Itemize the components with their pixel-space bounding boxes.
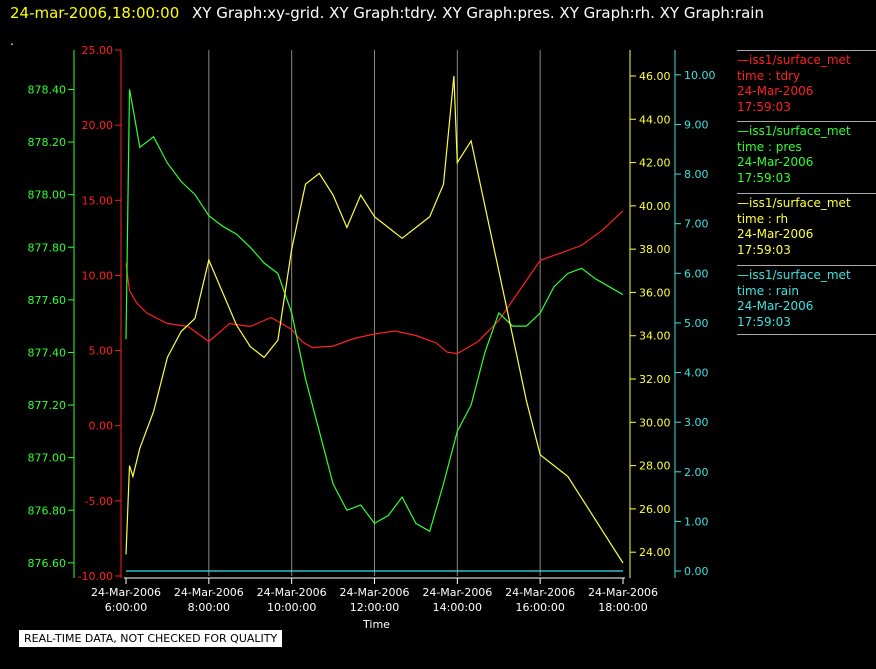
x-tick-label-time: 8:00:00 xyxy=(188,601,230,614)
rain-axis-tick-label: 0.00 xyxy=(684,565,709,578)
header-titles: XY Graph:xy-grid. XY Graph:tdry. XY Grap… xyxy=(192,4,764,22)
rh-axis-tick-label: 34.00 xyxy=(639,330,671,343)
rh-axis-tick-label: 30.00 xyxy=(639,416,671,429)
legend-date: 24-Mar-2006 xyxy=(737,227,814,241)
x-axis-label: Time xyxy=(362,618,390,631)
x-tick-label-time: 16:00:00 xyxy=(515,601,564,614)
series-line-tdry xyxy=(125,210,624,355)
rh-axis-tick-label: 36.00 xyxy=(639,286,671,299)
header-dot: . xyxy=(10,34,14,48)
legend-time: 17:59:03 xyxy=(737,99,791,114)
legend-series-name: —iss1/surface_met xyxy=(737,268,851,282)
legend-date: 24-Mar-2006 xyxy=(737,299,814,313)
tdry-axis-tick-label: 25.00 xyxy=(82,44,114,57)
rain-axis-tick-label: 9.00 xyxy=(684,118,709,131)
tdry-axis-tick-label: 5.00 xyxy=(89,345,114,358)
x-tick-label-time: 18:00:00 xyxy=(598,601,647,614)
legend-entry-rh: —iss1/surface_met time : rh 24-Mar-2006 … xyxy=(737,193,876,258)
x-tick-label-date: 24-Mar-2006 xyxy=(422,586,492,599)
rain-axis-tick-label: 6.00 xyxy=(684,267,709,280)
legend-entry-rain: —iss1/surface_met time : rain 24-Mar-200… xyxy=(737,265,876,337)
rain-axis-tick-label: 8.00 xyxy=(684,168,709,181)
legend-separator xyxy=(737,50,876,51)
quality-notice: REAL-TIME DATA, NOT CHECKED FOR QUALITY xyxy=(19,630,283,647)
legend-series-name: —iss1/surface_met xyxy=(737,196,851,210)
tdry-axis-tick-label: 10.00 xyxy=(82,269,114,282)
tdry-axis-tick-label: -10.00 xyxy=(78,570,113,583)
x-tick-label-date: 24-Mar-2006 xyxy=(174,586,244,599)
legend-time: 17:59:03 xyxy=(737,242,791,257)
pres-axis-tick-label: 878.40 xyxy=(28,83,67,96)
rain-axis-tick-label: 7.00 xyxy=(684,218,709,231)
legend-separator xyxy=(737,193,876,194)
pres-axis-tick-label: 876.60 xyxy=(28,557,67,570)
series-line-pres xyxy=(125,89,624,533)
x-tick-label-date: 24-Mar-2006 xyxy=(505,586,575,599)
x-tick-label-time: 6:00:00 xyxy=(105,601,147,614)
rain-axis-tick-label: 3.00 xyxy=(684,416,709,429)
legend-series-name: —iss1/surface_met xyxy=(737,124,851,138)
rain-axis-tick-label: 2.00 xyxy=(684,466,709,479)
rain-axis-tick-label: 1.00 xyxy=(684,515,709,528)
pres-axis-tick-label: 877.00 xyxy=(28,452,67,465)
rain-axis-tick-label: 5.00 xyxy=(684,317,709,330)
tdry-axis-tick-label: -5.00 xyxy=(85,495,113,508)
rain-axis-tick-label: 4.00 xyxy=(684,367,709,380)
x-tick-label-date: 24-Mar-2006 xyxy=(340,586,410,599)
legend-date: 24-Mar-2006 xyxy=(737,155,814,169)
legend-variable: time : rain xyxy=(737,283,800,298)
legend-separator xyxy=(737,334,876,335)
rain-axis-tick-label: 10.00 xyxy=(684,69,716,82)
legend-entry-tdry: —iss1/surface_met time : tdry 24-Mar-200… xyxy=(737,50,876,115)
legend-series-name: —iss1/surface_met xyxy=(737,53,851,67)
tdry-axis-tick-label: 0.00 xyxy=(89,420,114,433)
legend-time: 17:59:03 xyxy=(737,170,791,185)
pres-axis-tick-label: 877.40 xyxy=(28,346,67,359)
rh-axis-tick-label: 44.00 xyxy=(639,113,671,126)
legend-separator xyxy=(737,265,876,266)
rh-axis-tick-label: 46.00 xyxy=(639,70,671,83)
rh-axis-tick-label: 32.00 xyxy=(639,373,671,386)
chart-header: 24-mar-2006,18:00:00 XY Graph:xy-grid. X… xyxy=(10,4,764,22)
rh-axis-tick-label: 24.00 xyxy=(639,546,671,559)
legend-date: 24-Mar-2006 xyxy=(737,84,814,98)
x-tick-label-date: 24-Mar-2006 xyxy=(91,586,161,599)
pres-axis-tick-label: 877.60 xyxy=(28,294,67,307)
pres-axis-tick-label: 877.80 xyxy=(28,241,67,254)
legend-variable: time : rh xyxy=(737,211,789,226)
pres-axis-tick-label: 877.20 xyxy=(28,399,67,412)
x-tick-label-time: 10:00:00 xyxy=(267,601,316,614)
rh-axis-tick-label: 28.00 xyxy=(639,460,671,473)
rh-axis-tick-label: 26.00 xyxy=(639,503,671,516)
x-tick-label-date: 24-Mar-2006 xyxy=(257,586,327,599)
rh-axis-tick-label: 42.00 xyxy=(639,157,671,170)
header-timestamp: 24-mar-2006,18:00:00 xyxy=(10,4,180,22)
legend-time: 17:59:03 xyxy=(737,314,791,329)
rh-axis-tick-label: 38.00 xyxy=(639,243,671,256)
tdry-axis-tick-label: 20.00 xyxy=(82,119,114,132)
x-tick-label-date: 24-Mar-2006 xyxy=(588,586,658,599)
x-tick-label-time: 12:00:00 xyxy=(350,601,399,614)
pres-axis-tick-label: 878.00 xyxy=(28,189,67,202)
legend-variable: time : tdry xyxy=(737,68,801,83)
legend-separator xyxy=(737,121,876,122)
legend-entry-pres: —iss1/surface_met time : pres 24-Mar-200… xyxy=(737,121,876,186)
legend-variable: time : pres xyxy=(737,139,802,154)
pres-axis-tick-label: 878.20 xyxy=(28,136,67,149)
tdry-axis-tick-label: 15.00 xyxy=(82,194,114,207)
series-line-rh xyxy=(125,75,624,564)
pres-axis-tick-label: 876.80 xyxy=(28,504,67,517)
x-tick-label-time: 14:00:00 xyxy=(433,601,482,614)
rh-axis-tick-label: 40.00 xyxy=(639,200,671,213)
